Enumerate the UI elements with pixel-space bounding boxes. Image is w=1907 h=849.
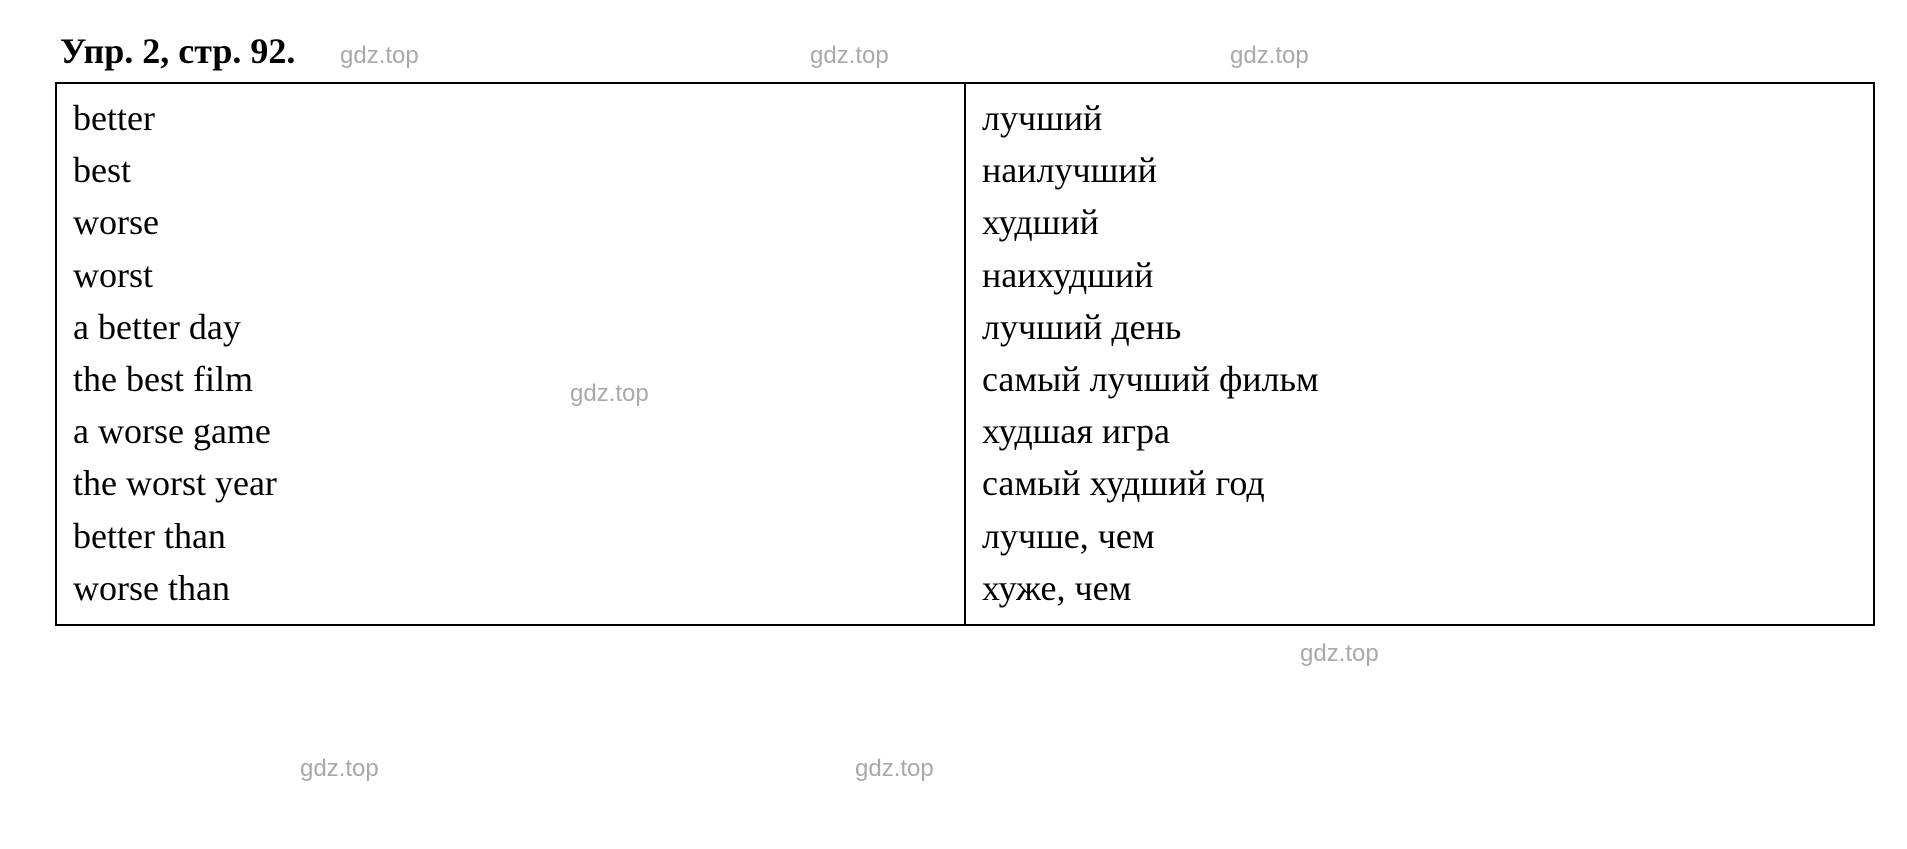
vocab-ru: лучше, чем xyxy=(982,510,1857,562)
vocab-en: the best film xyxy=(73,353,948,405)
vocab-en: best xyxy=(73,144,948,196)
vocab-ru: наихудший xyxy=(982,249,1857,301)
watermark-text: gdz.top xyxy=(1300,640,1379,668)
vocab-table: better best worse worst a better day the… xyxy=(55,82,1875,626)
vocab-en: worst xyxy=(73,249,948,301)
vocab-en: better xyxy=(73,92,948,144)
exercise-title: Упр. 2, стр. 92. xyxy=(55,30,1907,72)
vocab-en: worse xyxy=(73,196,948,248)
watermark-text: gdz.top xyxy=(300,755,379,783)
vocab-ru: худшая игра xyxy=(982,405,1857,457)
vocab-en: the worst year xyxy=(73,457,948,509)
vocab-en: worse than xyxy=(73,562,948,614)
vocab-ru: самый лучший фильм xyxy=(982,353,1857,405)
russian-column: лучший наилучший худший наихудший лучший… xyxy=(965,83,1874,625)
vocab-ru: худший xyxy=(982,196,1857,248)
vocab-ru: наилучший xyxy=(982,144,1857,196)
vocab-ru: лучший день xyxy=(982,301,1857,353)
english-column: better best worse worst a better day the… xyxy=(56,83,965,625)
vocab-ru: самый худший год xyxy=(982,457,1857,509)
page-container: Упр. 2, стр. 92. gdz.top gdz.top gdz.top… xyxy=(0,0,1907,849)
table-row: better best worse worst a better day the… xyxy=(56,83,1874,625)
vocab-en: a worse game xyxy=(73,405,948,457)
vocab-en: better than xyxy=(73,510,948,562)
vocab-ru: лучший xyxy=(982,92,1857,144)
vocab-en: a better day xyxy=(73,301,948,353)
vocab-ru: хуже, чем xyxy=(982,562,1857,614)
watermark-text: gdz.top xyxy=(855,755,934,783)
